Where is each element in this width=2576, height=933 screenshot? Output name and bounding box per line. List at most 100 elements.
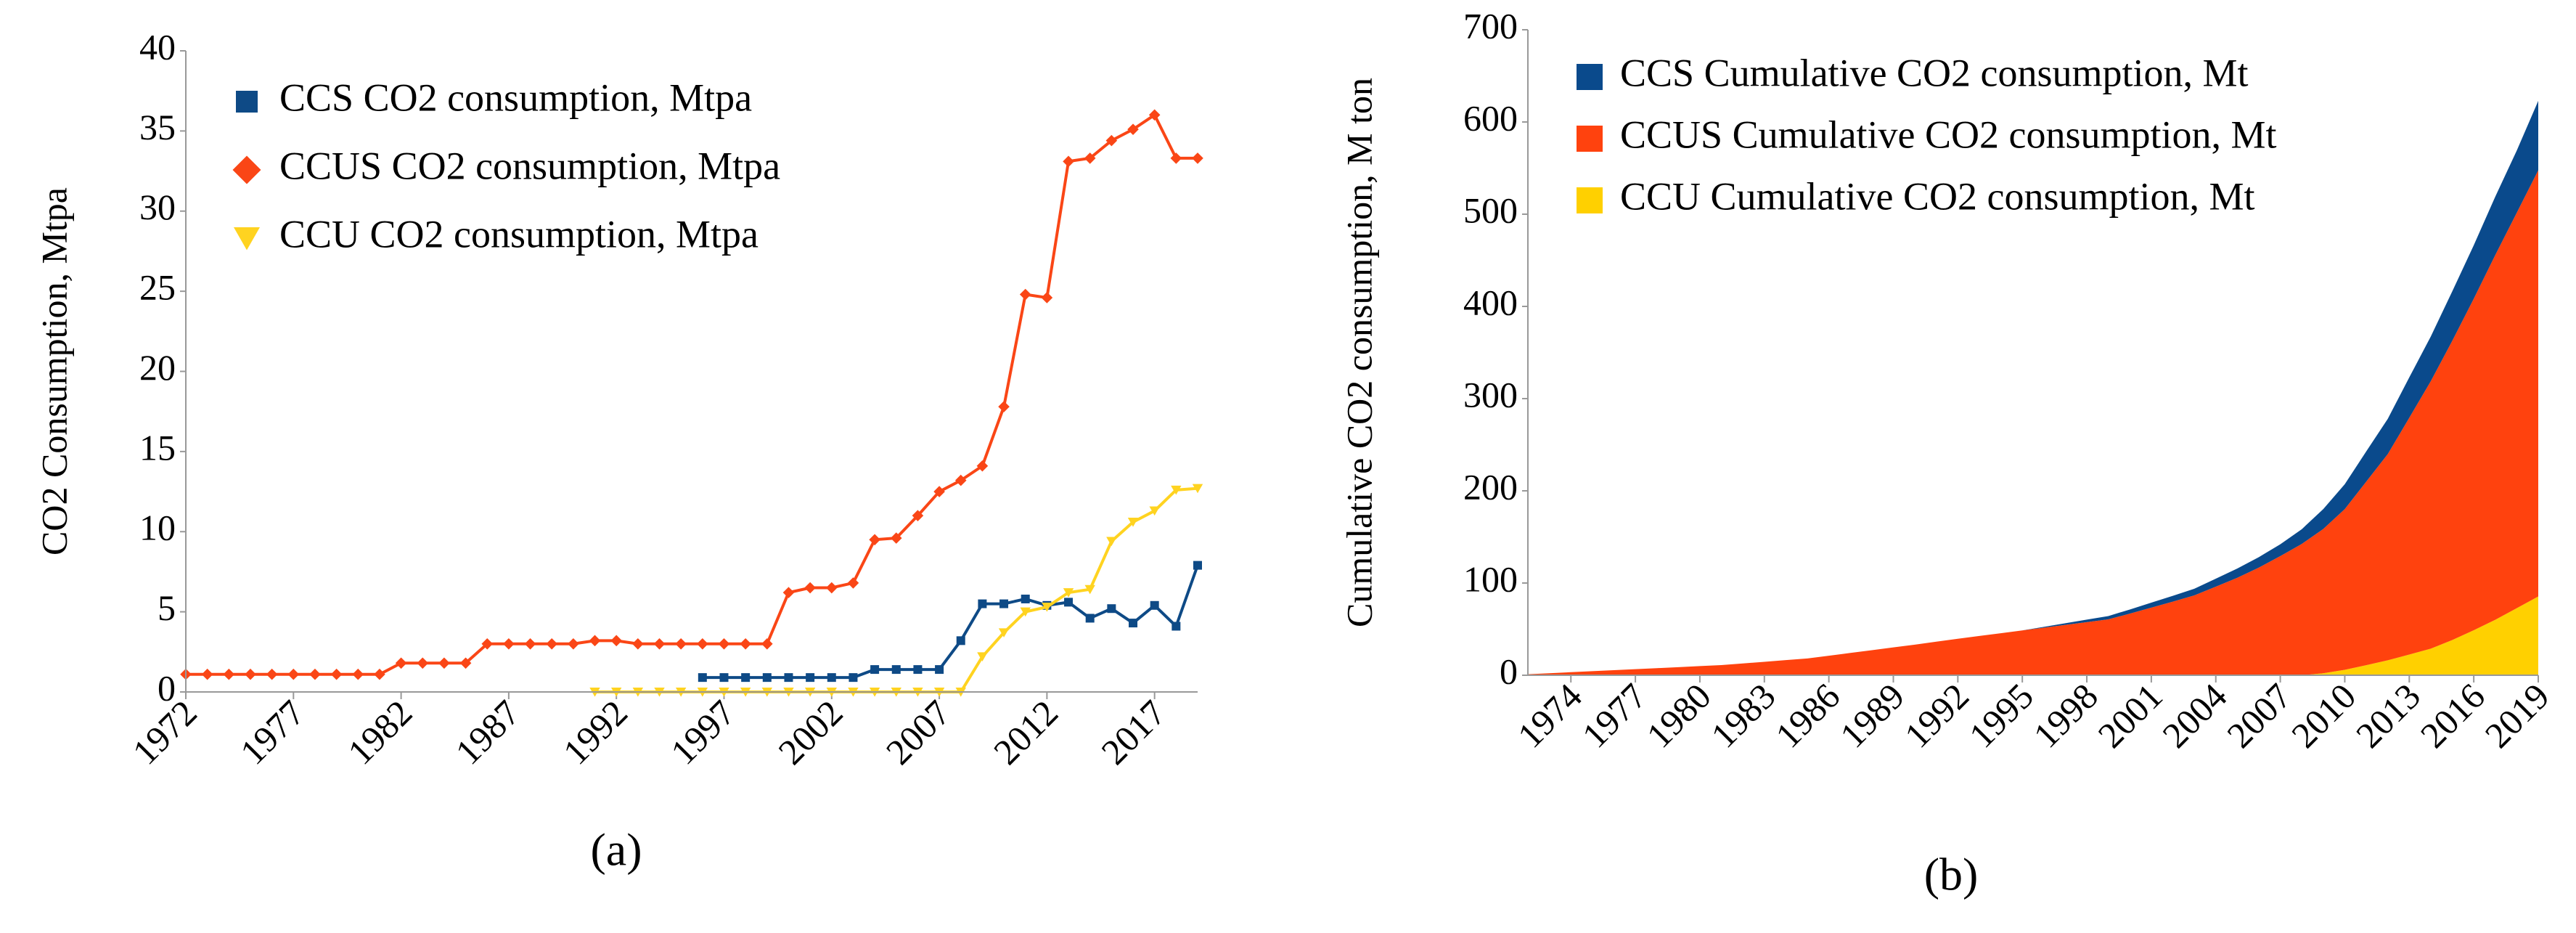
marker [935,665,944,675]
marker [287,668,300,680]
marker [589,635,601,647]
legend-label: CCU CO2 consumption, Mtpa [279,212,759,256]
marker [913,665,923,675]
marker [1192,484,1203,494]
x-tick-label: 1992 [1897,675,1976,755]
marker [1063,155,1074,168]
marker [201,668,213,680]
y-tick-label: 0 [1500,651,1518,691]
marker [869,534,880,546]
x-tick-label: 1986 [1767,675,1847,755]
y-tick-label: 15 [139,427,176,468]
legend-label: CCS CO2 consumption, Mtpa [279,76,752,119]
marker [1084,584,1095,595]
marker [568,637,579,650]
marker [956,636,965,645]
marker [1193,561,1202,570]
marker [266,668,278,680]
marker [804,582,816,594]
marker [352,668,364,680]
legend-label: CCUS CO2 consumption, Mtpa [279,144,780,187]
marker [933,486,945,497]
x-tick-label: 2017 [1093,692,1173,772]
marker [1129,619,1138,628]
x-tick-label: 1982 [340,692,420,772]
x-tick-label: 1980 [1639,675,1719,755]
marker [784,673,793,683]
caption: (a) [590,824,642,876]
marker [481,637,494,650]
marker [998,401,1010,412]
x-tick-label: 1998 [2026,675,2106,755]
y-tick-label: 200 [1463,466,1518,507]
marker [1064,598,1074,607]
marker [546,637,558,650]
y-axis-label: CO2 Consumption, Mtpa [33,187,74,555]
marker [977,652,988,662]
marker [718,637,730,650]
x-tick-label: 1989 [1832,675,1912,755]
y-tick-label: 400 [1463,282,1518,322]
y-tick-label: 0 [158,667,176,708]
marker [1020,607,1031,617]
marker [741,673,751,683]
marker [1170,152,1182,164]
x-tick-label: 2007 [878,692,958,772]
marker [825,582,838,594]
marker [245,668,256,680]
x-tick-label: 2002 [770,692,850,772]
marker [1171,485,1182,495]
y-tick-label: 500 [1463,190,1518,230]
marker [330,668,343,680]
marker [1107,604,1116,614]
marker [847,577,859,589]
y-tick-label: 300 [1463,374,1518,415]
marker [954,474,967,486]
marker [395,657,407,669]
x-tick-label: 1987 [447,692,527,772]
y-tick-label: 30 [139,187,176,227]
marker [438,657,450,669]
marker [849,673,858,683]
marker [417,657,429,669]
x-tick-label: 1992 [555,692,635,772]
marker [1084,152,1096,164]
marker [891,665,901,675]
marker [1127,123,1139,135]
marker [675,637,687,650]
marker [1041,292,1053,303]
marker [870,665,880,675]
marker [762,673,772,683]
marker [761,637,773,650]
marker [459,657,472,669]
marker [697,637,708,650]
marker [827,673,836,683]
marker [503,637,515,650]
marker [698,673,707,683]
marker [806,673,815,683]
x-tick-label: 2010 [2283,675,2363,755]
x-tick-label: 1972 [125,692,205,772]
series-line [594,486,1198,693]
legend-label: CCU Cumulative CO2 consumption, Mt [1620,174,2255,218]
x-tick-label: 1977 [1574,675,1654,755]
x-tick-label: 2016 [2413,675,2493,755]
marker [236,91,258,113]
x-tick-label: 2012 [986,692,1066,772]
marker [1042,603,1052,612]
marker [1148,109,1161,121]
marker [223,668,235,680]
marker [740,637,751,650]
marker [978,599,987,608]
marker [1150,600,1159,610]
legend-swatch [1577,126,1603,152]
marker [1063,588,1074,598]
y-axis-label: Cumulative CO2 consumption, M ton [1338,78,1379,627]
x-tick-label: 2004 [2154,675,2234,755]
x-tick-label: 1974 [1510,675,1590,755]
y-tick-label: 20 [139,347,176,388]
marker [632,637,644,650]
marker [653,637,666,650]
marker [374,668,385,680]
